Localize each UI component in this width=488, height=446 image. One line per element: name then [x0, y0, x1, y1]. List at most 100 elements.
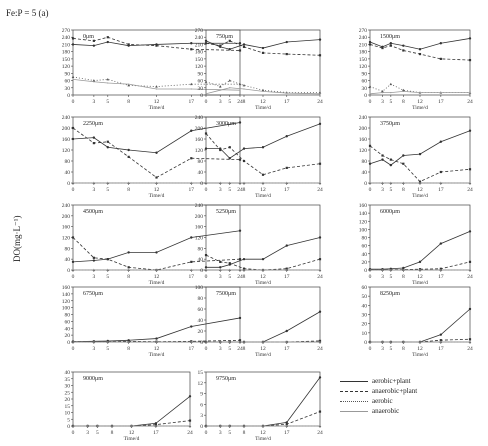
- data-point-anaerobic-4: [262, 341, 264, 343]
- data-point-anaerobic-3: [243, 269, 245, 271]
- x-tick-label: 0: [205, 274, 208, 280]
- data-point-anaerobic-0: [205, 93, 207, 95]
- data-point-anaerobic-1: [219, 89, 221, 91]
- legend-item-aerobic-plant: aerobic+plant: [340, 376, 417, 386]
- data-point-anaerobic-plant-6: [318, 54, 322, 57]
- y-tick-label: 210: [62, 42, 71, 48]
- y-tick-label: 60: [362, 79, 368, 85]
- data-point-anaerobic-2: [96, 425, 98, 427]
- panel-title: 5250μm: [216, 209, 236, 215]
- y-tick-label: 80: [362, 159, 368, 165]
- data-point-aerobic-plant-3: [242, 147, 246, 150]
- x-tick-label: 0: [369, 187, 372, 193]
- y-tick-label: 200: [62, 126, 71, 132]
- y-tick-label: 9: [200, 392, 203, 398]
- y-tick-label: 150: [62, 57, 71, 63]
- data-point-anaerobic-plant-1: [381, 46, 384, 50]
- y-tick-label: 10: [65, 411, 71, 417]
- y-tick-label: 120: [195, 64, 204, 70]
- x-tick-label: 12: [260, 274, 266, 280]
- data-point-anaerobic-4: [419, 269, 421, 271]
- x-tick-label: 24: [317, 274, 323, 280]
- data-point-aerobic-plant-4: [261, 257, 265, 261]
- data-point-aerobic-0: [368, 85, 372, 88]
- data-point-anaerobic-6: [319, 182, 321, 184]
- x-tick-label: 3: [86, 430, 89, 436]
- data-point-aerobic-plant-2: [389, 42, 393, 45]
- y-tick-label: 80: [65, 313, 71, 319]
- y-tick-label: 0: [67, 181, 70, 187]
- data-point-aerobic-plant-6: [318, 376, 322, 379]
- y-tick-label: 180: [62, 50, 71, 56]
- x-tick-label: 12: [417, 274, 423, 280]
- x-tick-label: 8: [402, 274, 405, 280]
- y-tick-label: 30: [362, 86, 368, 92]
- panel-11: 0 10 20 30 40 50 60 0 3 5 8 12 17 24 Time/d 8250μm: [362, 285, 474, 358]
- data-point-anaerobic-6: [319, 93, 321, 95]
- x-tick-label: 12: [260, 99, 266, 105]
- x-tick-label: 12: [154, 346, 160, 352]
- y-tick-label: 20: [198, 329, 204, 335]
- x-tick-label: 5: [96, 430, 99, 436]
- x-tick-label: 12: [154, 274, 160, 280]
- x-tick-label: 0: [205, 346, 208, 352]
- data-point-anaerobic-1: [381, 341, 384, 343]
- panel-4: 0 40 80 120 160 200 240 0 3 5 8 12 17 24 Time/d 3000μm: [195, 115, 323, 199]
- data-point-anaerobic-plant-2: [389, 44, 392, 47]
- x-tick-label: 8: [243, 346, 246, 352]
- series-line-aerobic-plant: [370, 231, 471, 270]
- y-tick-label: 120: [195, 148, 204, 154]
- y-tick-label: 0: [364, 268, 367, 274]
- panel-title: 7500μm: [216, 291, 236, 297]
- y-tick-label: 100: [359, 227, 368, 233]
- data-point-anaerobic-3: [243, 341, 245, 343]
- y-tick-label: 40: [65, 170, 71, 176]
- data-point-aerobic-plant-0: [368, 40, 372, 44]
- x-tick-label: 17: [284, 430, 290, 436]
- data-point-anaerobic-plant-5: [190, 157, 193, 160]
- series-line-aerobic-plant: [370, 308, 471, 343]
- x-tick-label: 24: [237, 274, 243, 280]
- y-tick-label: 160: [62, 285, 71, 291]
- x-tick-label: 0: [369, 99, 372, 105]
- y-tick-label: 10: [362, 331, 368, 337]
- x-tick-label: 3: [93, 187, 96, 193]
- data-point-anaerobic-plant-3: [127, 266, 130, 269]
- series-line-aerobic-plant: [206, 123, 321, 159]
- data-point-anaerobic-0: [369, 341, 371, 343]
- data-point-anaerobic-2: [229, 87, 231, 89]
- data-point-anaerobic-0: [72, 78, 74, 80]
- x-axis-label: Time/d: [149, 352, 165, 358]
- data-point-aerobic-plant-2: [106, 40, 109, 44]
- data-point-anaerobic-plant-0: [204, 132, 208, 135]
- panel-8: 0 20 40 60 80 100 120 140 160 0 3 5 8 12 17 24 Time/d 600…: [359, 203, 473, 286]
- data-point-aerobic-plant-4: [418, 48, 422, 51]
- data-point-anaerobic-plant-4: [261, 173, 265, 176]
- y-tick-label: 240: [62, 203, 71, 209]
- data-point-anaerobic-2: [229, 425, 231, 427]
- data-point-anaerobic-1: [93, 341, 95, 343]
- data-point-aerobic-plant-0: [71, 137, 75, 141]
- data-point-anaerobic-4: [155, 88, 158, 90]
- series-line-anaerobic-plant: [205, 254, 321, 271]
- figure-title: Fe:P = 5 (a): [6, 8, 49, 18]
- data-point-anaerobic-plant-2: [106, 36, 109, 39]
- data-point-aerobic-plant-6: [468, 37, 472, 40]
- data-point-aerobic-0: [204, 80, 208, 83]
- panel-title: 2250μm: [83, 121, 103, 127]
- data-point-aerobic-1: [92, 79, 96, 82]
- data-point-anaerobic-plant-0: [71, 37, 75, 40]
- x-tick-label: 17: [438, 346, 444, 352]
- data-point-aerobic-3: [242, 83, 246, 87]
- data-point-aerobic-plant-0: [71, 43, 75, 46]
- data-point-aerobic-plant-5: [285, 40, 288, 44]
- x-tick-label: 5: [389, 99, 392, 105]
- data-point-anaerobic-plant-1: [381, 154, 384, 157]
- data-point-anaerobic-plant-0: [71, 126, 75, 130]
- x-axis-label: Time/d: [124, 436, 140, 442]
- data-point-anaerobic-6: [319, 341, 321, 343]
- y-tick-label: 40: [198, 170, 204, 176]
- x-tick-label: 5: [106, 187, 109, 193]
- panel-title: 9000μm: [83, 376, 103, 382]
